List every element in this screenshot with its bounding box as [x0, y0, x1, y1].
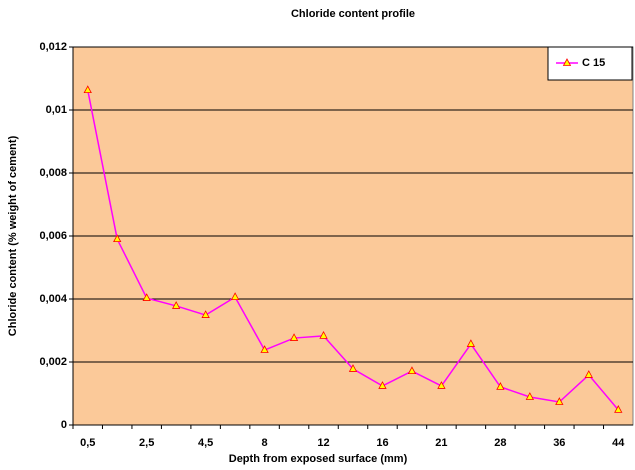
data-point	[614, 405, 623, 413]
x-tick-label: 36	[553, 437, 565, 449]
y-tick-label: 0,006	[39, 230, 67, 242]
x-tick-label: 44	[612, 437, 625, 449]
data-point	[466, 339, 476, 347]
data-point	[113, 234, 122, 243]
data-point	[230, 292, 240, 301]
y-tick-label: 0	[61, 419, 67, 431]
data-point	[142, 293, 151, 301]
data-point	[437, 381, 446, 389]
data-point	[260, 345, 269, 353]
data-point	[555, 397, 564, 405]
y-tick-label: 0,002	[39, 356, 67, 368]
x-tick-label: 16	[376, 437, 388, 449]
data-point	[378, 381, 387, 389]
x-tick-label: 12	[317, 437, 329, 449]
y-tick-label: 0,012	[39, 41, 67, 53]
data-point	[289, 333, 299, 341]
x-axis-label: Depth from exposed surface (mm)	[229, 453, 408, 465]
x-tick-label: 4,5	[198, 437, 213, 449]
data-point	[83, 85, 92, 94]
legend-marker	[562, 58, 572, 66]
x-tick-label: 0,5	[80, 437, 95, 449]
data-point	[201, 310, 210, 318]
y-axis-label: Chloride content (% weight of cement)	[7, 135, 19, 336]
data-point	[171, 301, 181, 309]
data-point	[348, 364, 358, 372]
y-tick-label: 0,01	[46, 104, 67, 116]
y-tick-label: 0,004	[39, 293, 67, 305]
x-tick-label: 2,5	[139, 437, 154, 449]
y-tick-label: 0,008	[39, 167, 67, 179]
chart-title: Chloride content profile	[291, 8, 415, 20]
data-point	[496, 382, 505, 390]
data-point	[584, 370, 593, 378]
data-point	[319, 331, 328, 339]
x-tick-label: 21	[435, 437, 447, 449]
data-point	[525, 392, 535, 400]
x-tick-label: 28	[494, 437, 506, 449]
x-tick-label: 8	[262, 437, 268, 449]
legend-label: C 15	[582, 57, 605, 69]
data-point	[407, 366, 417, 375]
